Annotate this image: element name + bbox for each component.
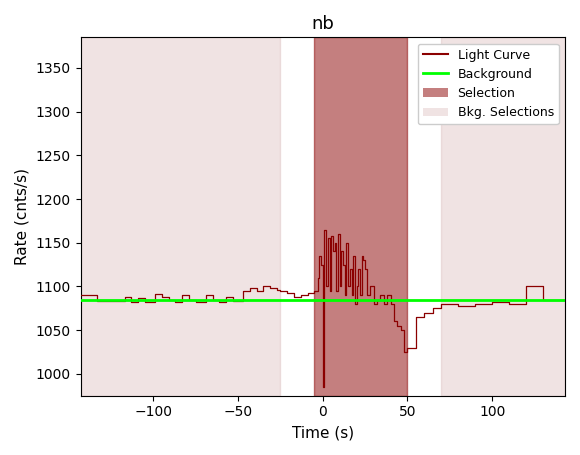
X-axis label: Time (s): Time (s)	[292, 425, 354, 440]
Title: nb: nb	[311, 15, 334, 33]
Legend: Light Curve, Background, Selection, Bkg. Selections: Light Curve, Background, Selection, Bkg.…	[418, 44, 559, 124]
Bar	[314, 37, 408, 396]
Bar	[81, 37, 280, 396]
Y-axis label: Rate (cnts/s): Rate (cnts/s)	[15, 168, 30, 265]
Bar	[441, 37, 565, 396]
